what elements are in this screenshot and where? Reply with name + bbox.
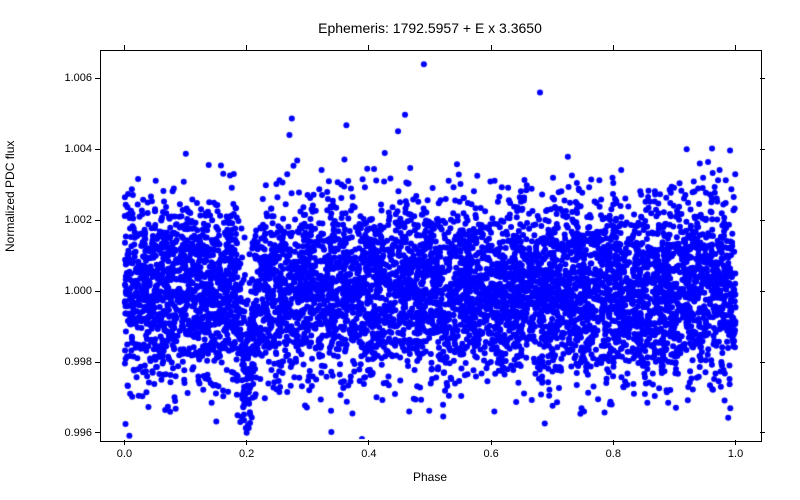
y-tick-mark	[760, 149, 765, 150]
y-tick-label: 1.002	[42, 214, 92, 226]
y-tick-label: 0.996	[42, 427, 92, 439]
y-tick-mark	[95, 432, 100, 433]
y-tick-mark	[760, 432, 765, 433]
y-tick-mark	[95, 362, 100, 363]
x-tick-mark	[735, 440, 736, 445]
x-tick-label: 0.0	[117, 448, 132, 460]
x-tick-label: 0.4	[361, 448, 376, 460]
x-tick-mark	[613, 440, 614, 445]
x-tick-mark	[246, 45, 247, 50]
x-tick-mark	[368, 45, 369, 50]
x-tick-label: 0.6	[483, 448, 498, 460]
x-tick-mark	[613, 45, 614, 50]
y-tick-mark	[95, 220, 100, 221]
x-tick-mark	[124, 440, 125, 445]
y-tick-mark	[760, 220, 765, 221]
y-tick-mark	[95, 78, 100, 79]
x-tick-label: 0.8	[606, 448, 621, 460]
y-tick-label: 1.004	[42, 143, 92, 155]
y-tick-label: 1.006	[42, 72, 92, 84]
y-tick-mark	[760, 78, 765, 79]
x-tick-mark	[246, 440, 247, 445]
x-tick-mark	[735, 45, 736, 50]
x-tick-mark	[491, 440, 492, 445]
y-tick-mark	[95, 291, 100, 292]
y-tick-mark	[760, 291, 765, 292]
y-tick-label: 1.000	[42, 285, 92, 297]
x-tick-mark	[368, 440, 369, 445]
chart-container: Ephemeris: 1792.5957 + E x 3.3650 Normal…	[0, 0, 800, 500]
y-tick-label: 0.998	[42, 356, 92, 368]
x-tick-label: 0.2	[239, 448, 254, 460]
x-tick-mark	[491, 45, 492, 50]
x-tick-label: 1.0	[728, 448, 743, 460]
x-tick-mark	[124, 45, 125, 50]
y-tick-mark	[760, 362, 765, 363]
scatter-canvas	[0, 0, 800, 500]
y-tick-mark	[95, 149, 100, 150]
